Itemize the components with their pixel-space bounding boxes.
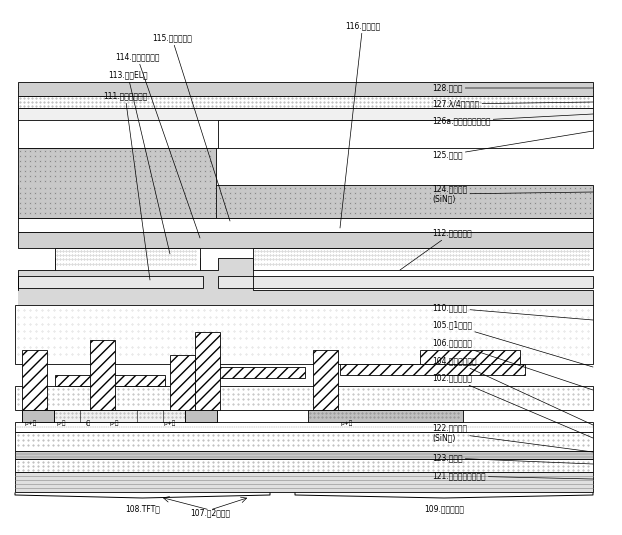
Bar [170, 355, 195, 410]
Bar [55, 375, 165, 386]
Bar [340, 364, 525, 375]
Text: p+層: p+層 [24, 420, 36, 426]
Text: 107.第2金属層: 107.第2金属層 [190, 508, 230, 517]
Text: 121.フレキシブル基板: 121.フレキシブル基板 [432, 471, 593, 480]
Bar [15, 432, 593, 451]
Bar [18, 108, 593, 120]
Text: p-層: p-層 [109, 420, 118, 426]
Bar [55, 248, 200, 270]
Text: 123.有機膜: 123.有機膜 [432, 454, 593, 464]
Text: 112.素子分離膜: 112.素子分離膜 [400, 228, 471, 270]
Bar [18, 148, 216, 218]
Bar [420, 350, 520, 364]
Text: 127.λ/4位相整板: 127.λ/4位相整板 [432, 100, 593, 109]
Text: 109.保持容量部: 109.保持容量部 [424, 504, 464, 513]
Text: p+層: p+層 [163, 420, 175, 426]
Bar [18, 276, 203, 288]
Text: i層: i層 [85, 420, 90, 426]
Bar [15, 459, 593, 472]
Text: p+層: p+層 [340, 420, 352, 426]
Text: 125.有機膜: 125.有機膜 [432, 131, 593, 159]
Text: 122.無機薄膜
(SiN等): 122.無機薄膜 (SiN等) [432, 423, 593, 452]
Bar [185, 410, 217, 422]
Text: 108.TFT部: 108.TFT部 [125, 504, 160, 513]
Text: 116.発光素子: 116.発光素子 [340, 21, 380, 228]
Bar [22, 410, 217, 422]
Polygon shape [18, 258, 593, 305]
Bar [15, 305, 593, 364]
Text: 124.無機薄膜
(SiN等): 124.無機薄膜 (SiN等) [432, 184, 593, 204]
Bar [15, 386, 593, 410]
Bar [15, 422, 593, 432]
Bar [195, 332, 220, 410]
Bar [18, 232, 593, 248]
Bar [18, 82, 593, 96]
Text: 111.アノード電極: 111.アノード電極 [103, 91, 150, 280]
Text: 114.カソード電極: 114.カソード電極 [115, 52, 200, 238]
Bar [308, 410, 463, 422]
Bar [210, 367, 305, 378]
Text: 128.偏光板: 128.偏光板 [432, 83, 593, 93]
Bar [22, 350, 47, 410]
Bar [18, 218, 593, 232]
Bar [22, 410, 54, 422]
Bar [218, 276, 593, 288]
Bar [18, 96, 593, 108]
Text: 110.平坦化膜: 110.平坦化膜 [432, 303, 593, 320]
Bar [18, 185, 593, 218]
Bar [15, 451, 593, 459]
Bar [253, 248, 593, 270]
Bar [15, 472, 593, 492]
Bar [90, 340, 115, 410]
Text: p-層: p-層 [56, 420, 65, 426]
Text: 113.有機EL層: 113.有機EL層 [108, 71, 170, 254]
Text: 104.ゲート絶縁膜: 104.ゲート絶縁膜 [432, 356, 593, 425]
Text: 106.層間絶縁膜: 106.層間絶縁膜 [432, 339, 593, 390]
Bar [313, 350, 338, 410]
Bar [18, 120, 593, 148]
Bar [18, 100, 218, 148]
Text: 102.下地絶縁膜: 102.下地絶縁膜 [432, 373, 593, 438]
Text: 105.第1金属層: 105.第1金属層 [432, 320, 593, 367]
Text: 126a.タッチスクリーン: 126a.タッチスクリーン [432, 114, 593, 126]
Text: 115.キャップ層: 115.キャップ層 [152, 34, 230, 221]
